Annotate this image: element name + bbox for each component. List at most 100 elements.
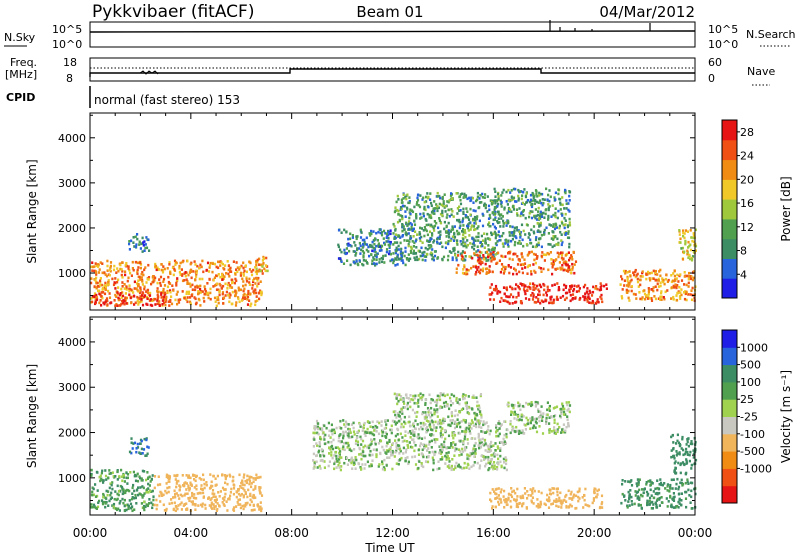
- scatter-cell: [337, 243, 340, 247]
- scatter-cell: [385, 240, 388, 243]
- scatter-cell: [664, 277, 668, 281]
- scatter-cell: [679, 273, 682, 276]
- scatter-cell: [212, 495, 215, 498]
- scatter-cell: [159, 275, 163, 279]
- scatter-cell: [527, 403, 530, 406]
- scatter-cell: [502, 222, 505, 225]
- scatter-cell: [341, 447, 344, 450]
- scatter-cell: [425, 219, 428, 222]
- count-top-left: 10^5: [52, 23, 82, 36]
- scatter-cell: [515, 425, 518, 429]
- scatter-cell: [379, 231, 382, 235]
- scatter-cell: [416, 423, 419, 426]
- scatter-cell: [465, 270, 468, 274]
- scatter-cell: [547, 268, 550, 272]
- scatter-cell: [535, 417, 538, 421]
- scatter-cell: [187, 273, 190, 277]
- scatter-cell: [559, 296, 562, 299]
- colorbar-segment: [722, 238, 737, 259]
- scatter-cell: [595, 495, 598, 499]
- scatter-cell: [259, 486, 262, 489]
- scatter-cell: [537, 222, 540, 226]
- scatter-cell: [414, 427, 417, 430]
- scatter-cell: [382, 237, 385, 240]
- freq-bottom: 8: [66, 72, 73, 85]
- scatter-cell: [333, 467, 336, 471]
- scatter-cell: [218, 282, 221, 286]
- scatter-cell: [659, 281, 662, 285]
- scatter-cell: [428, 240, 431, 243]
- colorbar-tick-label: 12: [740, 221, 754, 234]
- scatter-cell: [154, 297, 157, 301]
- scatter-cell: [471, 237, 474, 240]
- scatter-region: [90, 259, 263, 308]
- scatter-cell: [441, 457, 444, 461]
- scatter-cell: [514, 301, 517, 304]
- scatter-cell: [527, 422, 530, 426]
- scatter-cell: [100, 283, 103, 287]
- colorbar-tick-label: 20: [740, 173, 754, 186]
- scatter-cell: [160, 268, 163, 272]
- scatter-cell: [474, 437, 477, 440]
- scatter-cell: [563, 268, 566, 272]
- scatter-cell: [568, 290, 571, 294]
- scatter-cell: [692, 232, 695, 235]
- scatter-cell: [179, 503, 182, 506]
- scatter-cell: [570, 255, 573, 259]
- scatter-cell: [123, 300, 126, 303]
- scatter-cell: [439, 233, 442, 237]
- scatter-cell: [534, 245, 537, 249]
- scatter-cell: [217, 491, 220, 494]
- scatter-cell: [645, 490, 649, 494]
- scatter-cell: [537, 297, 540, 301]
- scatter-cell: [415, 203, 418, 206]
- scatter-cell: [162, 280, 165, 283]
- scatter-cell: [140, 439, 143, 443]
- scatter-cell: [446, 465, 449, 468]
- scatter-cell: [139, 295, 142, 298]
- scatter-cell: [675, 294, 678, 297]
- scatter-cell: [657, 297, 660, 300]
- scatter-cell: [186, 508, 189, 511]
- scatter-cell: [650, 299, 654, 302]
- scatter-cell: [484, 442, 487, 445]
- scatter-cell: [556, 422, 559, 426]
- scatter-cell: [433, 453, 436, 457]
- scatter-cell: [568, 505, 571, 508]
- scatter-cell: [376, 239, 379, 242]
- scatter-cell: [442, 421, 445, 425]
- scatter-cell: [104, 496, 107, 500]
- scatter-cell: [565, 506, 568, 509]
- scatter-cell: [559, 208, 562, 211]
- scatter-cell: [519, 263, 522, 267]
- scatter-cell: [248, 480, 252, 483]
- scatter-cell: [425, 398, 428, 401]
- scatter-cell: [189, 296, 192, 299]
- scatter-cell: [538, 194, 541, 197]
- scatter-cell: [570, 504, 573, 508]
- scatter-cells: [90, 392, 698, 513]
- scatter-cell: [582, 506, 585, 509]
- scatter-cell: [165, 295, 168, 299]
- scatter-cell: [93, 295, 96, 298]
- scatter-cell: [551, 263, 554, 267]
- scatter-cell: [369, 425, 372, 428]
- scatter-cell: [400, 198, 403, 202]
- scatter-cell: [317, 422, 320, 425]
- scatter-cell: [484, 237, 487, 241]
- scatter-cell: [478, 254, 482, 258]
- scatter-cell: [343, 461, 346, 465]
- scatter-region: [678, 228, 698, 262]
- scatter-cell: [571, 293, 575, 296]
- scatter-cell: [352, 463, 355, 466]
- scatter-cell: [444, 210, 447, 213]
- scatter-cell: [448, 250, 451, 253]
- scatter-cell: [160, 492, 163, 496]
- scatter-cell: [136, 472, 139, 476]
- scatter-cell: [432, 458, 435, 462]
- scatter-cell: [503, 208, 506, 211]
- scatter-cell: [522, 190, 525, 194]
- scatter-cell: [483, 232, 486, 235]
- scatter-cell: [438, 406, 441, 410]
- scatter-cell: [136, 237, 139, 241]
